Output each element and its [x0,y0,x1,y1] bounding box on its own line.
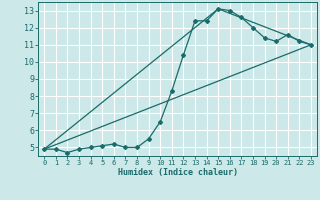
X-axis label: Humidex (Indice chaleur): Humidex (Indice chaleur) [118,168,238,177]
